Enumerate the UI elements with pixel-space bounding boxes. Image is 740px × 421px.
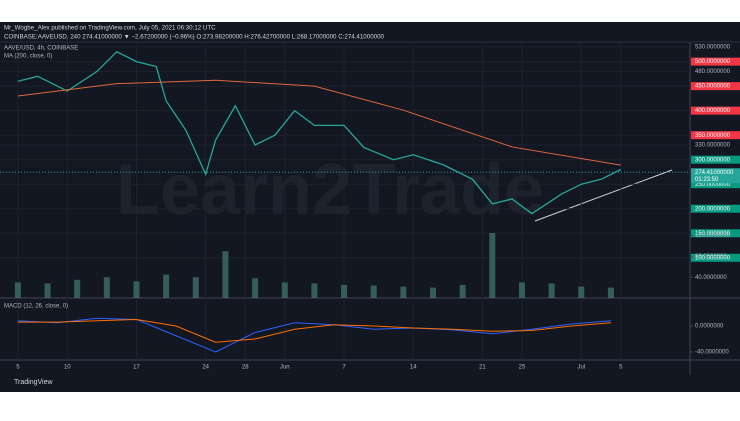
y-tick-label: 150.0000000 <box>695 231 731 237</box>
footer-logo: TradingView <box>14 379 53 386</box>
volume-bar <box>103 277 110 298</box>
y-tick-label: 500.0000000 <box>695 59 731 65</box>
volume-bar <box>252 278 259 298</box>
volume-bar <box>222 251 229 298</box>
volume-bar <box>400 286 407 298</box>
y-tick-label: 120.0000000 <box>695 233 731 239</box>
volume-bar <box>44 283 51 298</box>
volume-bar <box>518 282 525 298</box>
symbol-line: COINBASE:AAVEUSD, 240 274.41000000 ▼ −2.… <box>4 34 385 41</box>
series-line <box>17 317 611 353</box>
price-tag-box <box>691 168 740 184</box>
volume-bar <box>281 282 288 298</box>
publisher: Mr_Wogbe_Alex published on TradingView.c… <box>4 25 216 32</box>
volume-bar <box>133 281 140 298</box>
volume-bar <box>370 285 377 298</box>
y-tick-label: 80.0000000 <box>695 254 727 260</box>
x-tick-label: 7 <box>342 365 346 371</box>
series-line <box>17 79 621 166</box>
level-box <box>691 82 740 91</box>
x-tick-label: 5 <box>16 365 20 371</box>
y-tick-label: 530.0000000 <box>695 44 731 50</box>
y-tick-label: 350.0000000 <box>695 133 731 139</box>
level-box <box>691 106 740 115</box>
volume-bar <box>548 283 555 298</box>
x-tick-label: 25 <box>519 365 526 371</box>
y-tick-label: 250.0000000 <box>695 182 731 188</box>
x-tick-label: 14 <box>410 365 417 371</box>
volume-bar <box>607 287 614 298</box>
y-tick-label: 40.0000000 <box>695 275 727 281</box>
x-tick-label: Jun <box>280 365 290 371</box>
level-box <box>691 57 740 66</box>
volume-bar <box>74 279 81 298</box>
level-box <box>691 155 740 164</box>
watermark: Learn2Trade <box>116 150 544 230</box>
legend-entry: AAVE/USD, 4h, COINBASE <box>4 46 78 52</box>
volume-bar <box>459 285 466 298</box>
volume-bar <box>578 286 585 298</box>
level-box <box>691 229 740 238</box>
level-box <box>691 204 740 213</box>
level-box <box>691 253 740 262</box>
volume-bar <box>341 285 348 298</box>
trend-line <box>534 169 673 222</box>
y-tick-label: 480.0000000 <box>695 69 731 75</box>
volume-bar <box>430 287 437 298</box>
x-tick-label: 5 <box>619 365 623 371</box>
series-line <box>17 318 611 343</box>
x-tick-label: 28 <box>242 365 249 371</box>
countdown: 01:23:50 <box>695 177 719 183</box>
pane-title: MACD (12, 26, close, 0) <box>4 304 68 310</box>
legend-entry: MA (200, close, 0) <box>4 54 52 60</box>
y-tick-label: 200.0000000 <box>695 206 731 212</box>
level-box <box>691 131 740 140</box>
y-tick-label: 450.0000000 <box>695 84 731 90</box>
volume-bar <box>192 277 199 298</box>
volume-bar <box>311 283 318 298</box>
y-tick-label: 0.0000000 <box>695 324 724 330</box>
x-tick-label: 17 <box>133 365 140 371</box>
level-box <box>691 180 740 189</box>
x-tick-label: 10 <box>64 365 71 371</box>
volume-bar <box>163 274 170 298</box>
price-tag: 274.41000000 <box>695 170 734 176</box>
volume-bar <box>14 282 21 298</box>
x-tick-label: Jul <box>577 365 585 371</box>
y-tick-label: 330.0000000 <box>695 143 731 149</box>
x-tick-label: 24 <box>202 365 209 371</box>
y-tick-label: -40.0000000 <box>695 350 729 356</box>
y-tick-label: 300.0000000 <box>695 157 731 163</box>
series-line <box>17 51 622 215</box>
y-tick-label: 400.0000000 <box>695 108 731 114</box>
y-tick-label: 100.0000000 <box>695 255 731 261</box>
x-tick-label: 21 <box>479 365 486 371</box>
volume-bar <box>489 233 496 298</box>
